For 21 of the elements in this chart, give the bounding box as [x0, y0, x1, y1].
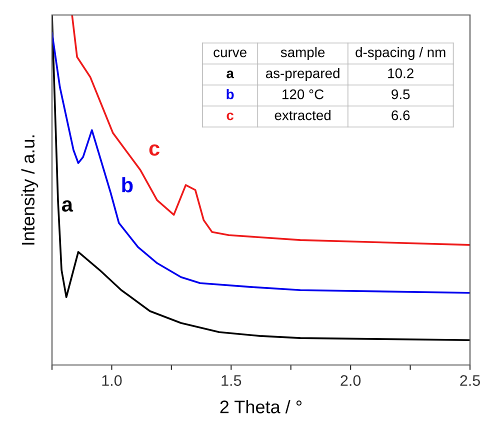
- annotation: as-prepared: [266, 68, 340, 81]
- annotation: curve: [214, 50, 246, 58]
- annotation: 9.5: [392, 89, 410, 100]
- x-tick-label: 1.5: [222, 375, 242, 386]
- annotation: 120 °C: [282, 89, 324, 100]
- annotation: c: [226, 112, 234, 120]
- series-label: a: [62, 200, 74, 212]
- x-axis-title: 2 Theta / °: [220, 400, 302, 414]
- annotation: extracted: [274, 110, 330, 120]
- x-tick-label: 1.0: [102, 375, 122, 386]
- x-tick-label: 2.5: [460, 375, 480, 386]
- series-label: b: [122, 177, 133, 192]
- annotation: d-spacing / nm: [356, 47, 446, 60]
- x-tick-label: 2.0: [340, 375, 361, 386]
- y-axis-title: Intensity / a.u.: [21, 135, 38, 245]
- annotation: a: [226, 70, 234, 78]
- annotation: 10.2: [388, 68, 414, 78]
- annotation: 6.6: [392, 110, 410, 120]
- annotation: sample: [280, 47, 325, 60]
- annotation: b: [226, 89, 234, 100]
- series-label: c: [149, 144, 160, 156]
